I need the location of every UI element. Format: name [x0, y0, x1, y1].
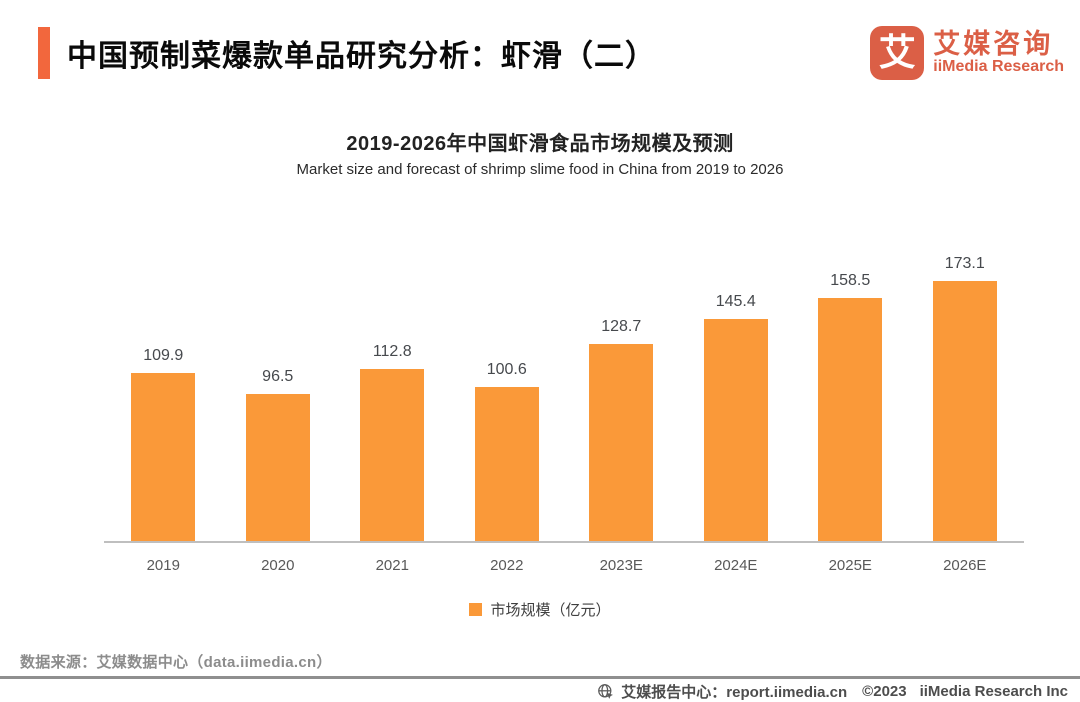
bar-column: 145.4 [679, 255, 794, 542]
bar [589, 344, 654, 542]
legend-label: 市场规模（亿元） [490, 602, 611, 619]
page-header: 中国预制菜爆款单品研究分析：虾滑（二） 艾 艾媒咨询 iiMedia Resea… [38, 26, 1064, 80]
bar [474, 387, 539, 542]
bar [932, 281, 997, 542]
legend-swatch [469, 603, 483, 616]
x-axis-tick-label: 2020 [261, 557, 295, 574]
bar-column: 158.5 [793, 255, 908, 542]
iimedia-logo: 艾 艾媒咨询 iiMedia Research [870, 26, 1064, 80]
iimedia-logo-icon: 艾 [870, 26, 925, 80]
bar [245, 394, 310, 542]
bar-column: 109.9 [106, 255, 221, 542]
bar-column: 128.7 [564, 255, 679, 542]
data-source-note: 数据来源：艾媒数据中心（data.iimedia.cn） [20, 654, 332, 671]
x-axis-tick-label: 2019 [146, 557, 180, 574]
page-title: 中国预制菜爆款单品研究分析：虾滑（二） [67, 40, 656, 73]
x-axis-tick-label: 2021 [375, 557, 409, 574]
report-center-text: 艾媒报告中心：report.iimedia.cn [621, 684, 848, 701]
bar-value-label: 109.9 [143, 347, 184, 364]
x-axis-labels: 2019 2020 2021 2022 2023E 2024E 2025E 2026E [106, 557, 1022, 574]
bar-value-label: 145.4 [715, 293, 756, 310]
x-axis-tick-label: 2025E [828, 557, 872, 574]
chart-title: 2019-2026年中国虾滑食品市场规模及预测 [346, 133, 734, 155]
x-axis-tick-label: 2026E [943, 557, 987, 574]
bar-column: 100.6 [450, 255, 565, 542]
bar-column: 112.8 [335, 255, 450, 542]
bar-column: 173.1 [908, 255, 1023, 542]
bar-value-label: 128.7 [601, 318, 642, 335]
copyright-text: ©2023 [862, 683, 907, 700]
bar [131, 373, 196, 542]
x-axis-tick-label: 2022 [490, 557, 524, 574]
logo-name-cn: 艾媒咨询 [933, 28, 1054, 59]
bar-value-label: 158.5 [830, 272, 871, 289]
bar [703, 319, 768, 542]
bar-value-label: 112.8 [372, 343, 412, 360]
bar-value-label: 173.1 [944, 255, 985, 272]
logo-name-en: iiMedia Research [933, 57, 1064, 75]
chart-legend: 市场规模（亿元） [0, 599, 1080, 620]
bar [818, 298, 883, 542]
globe-icon [598, 684, 614, 699]
x-axis-line [104, 541, 1024, 543]
footer-divider [0, 676, 1080, 679]
bar-value-label: 100.6 [486, 361, 527, 378]
x-axis-tick-label: 2023E [599, 557, 643, 574]
x-axis-tick-label: 2024E [714, 557, 758, 574]
bar-value-label: 96.5 [262, 368, 294, 385]
logo-glyph: 艾 [878, 31, 916, 73]
bar [360, 369, 425, 542]
footer-info: 艾媒报告中心：report.iimedia.cn ©2023 iiMedia R… [597, 681, 1068, 702]
company-text: iiMedia Research Inc [919, 683, 1068, 700]
bar-column: 96.5 [221, 255, 336, 542]
chart-subtitle: Market size and forecast of shrimp slime… [296, 161, 784, 178]
title-accent-bar [38, 27, 50, 79]
logo-text: 艾媒咨询 iiMedia Research [933, 28, 1064, 77]
bar-chart: 109.9 96.5 112.8 100.6 128.7 145.4 158.5 173.1 [106, 255, 1022, 542]
